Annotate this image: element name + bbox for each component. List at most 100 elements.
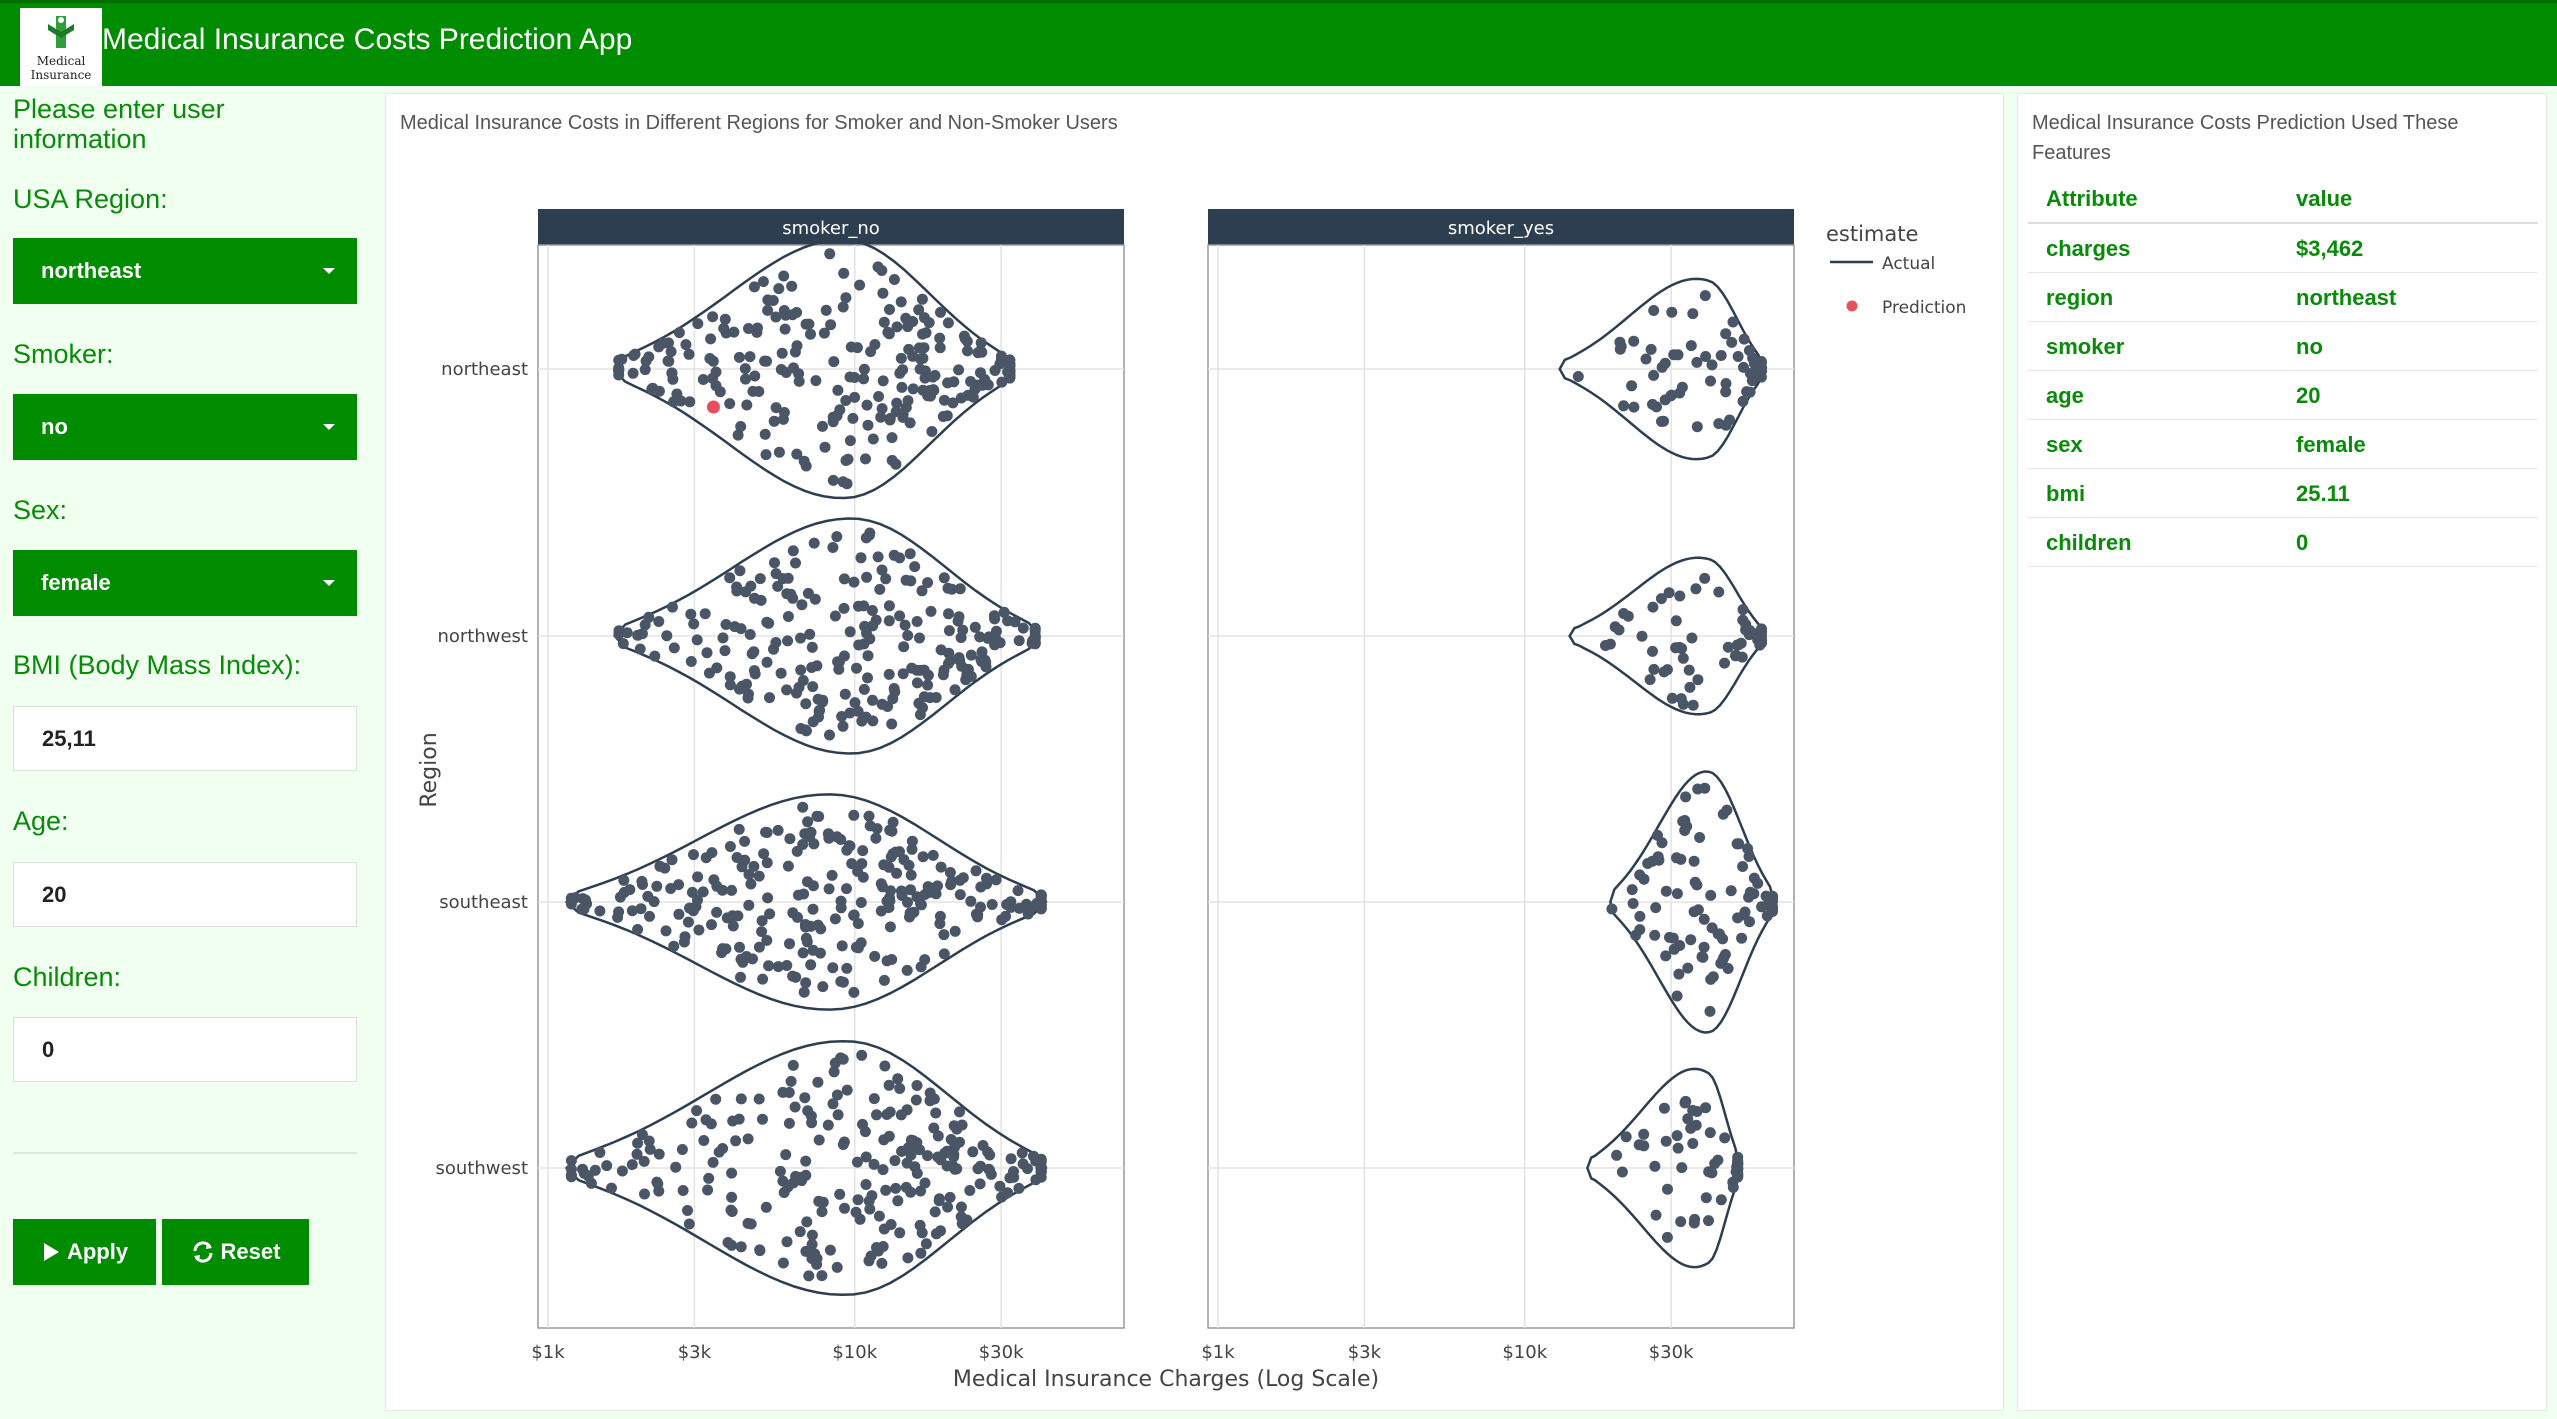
sex-select[interactable]: female	[13, 550, 357, 616]
data-point	[1673, 968, 1685, 980]
data-point	[829, 610, 841, 622]
data-point	[1703, 1166, 1715, 1178]
data-point	[883, 1130, 895, 1142]
smoker-select[interactable]: no	[13, 394, 357, 460]
data-point	[860, 532, 872, 544]
data-point	[838, 602, 850, 614]
data-point	[1704, 1127, 1716, 1139]
data-point	[778, 270, 790, 282]
data-point	[772, 824, 784, 836]
data-point	[1628, 335, 1640, 347]
data-point	[908, 906, 920, 918]
data-point	[1742, 843, 1754, 855]
data-point	[1656, 416, 1667, 427]
data-point	[844, 707, 856, 719]
data-point	[943, 608, 954, 620]
data-point	[1017, 1158, 1029, 1170]
data-point	[849, 697, 861, 709]
row-value: $3,462	[2296, 236, 2364, 261]
data-point	[796, 599, 808, 611]
data-point	[770, 311, 782, 323]
x-tick-label: $1k	[1201, 1342, 1235, 1363]
data-point	[905, 1149, 917, 1161]
data-point	[779, 323, 791, 335]
app-header: Medical Insurance Medical Insurance Cost…	[0, 0, 2557, 88]
data-point	[1660, 1135, 1672, 1147]
data-point	[585, 1177, 597, 1189]
children-input[interactable]: 0	[13, 1017, 357, 1082]
logo-text-medical: Medical	[36, 54, 86, 68]
data-point	[1650, 902, 1662, 914]
data-point	[1622, 610, 1634, 622]
data-point	[834, 1188, 846, 1200]
data-point	[818, 327, 830, 339]
data-point	[925, 605, 937, 617]
data-point	[772, 961, 784, 973]
data-point	[938, 929, 950, 941]
data-point	[705, 333, 717, 345]
header-value: value	[2296, 186, 2353, 211]
data-point	[631, 1148, 643, 1160]
data-point	[1691, 421, 1703, 433]
data-point	[1699, 572, 1711, 584]
data-point	[823, 832, 835, 844]
data-point	[711, 906, 723, 918]
data-point	[804, 628, 816, 640]
data-point	[827, 1098, 839, 1110]
data-point	[852, 1194, 864, 1206]
data-point	[854, 279, 866, 291]
legend-prediction-dot	[1846, 300, 1858, 312]
data-point	[838, 573, 850, 585]
age-input[interactable]: 20	[13, 862, 357, 927]
data-point	[1766, 900, 1778, 912]
data-point	[785, 588, 797, 600]
data-point	[858, 683, 870, 695]
apply-button[interactable]: Apply	[13, 1219, 156, 1285]
data-point	[745, 1218, 757, 1230]
data-point	[1649, 929, 1661, 941]
data-point	[1732, 351, 1744, 362]
data-point	[1692, 904, 1704, 916]
data-point	[930, 1107, 942, 1119]
data-point	[953, 364, 965, 376]
data-point	[719, 313, 731, 325]
data-point	[670, 1161, 682, 1173]
sex-select-value: female	[41, 570, 111, 595]
data-point	[1694, 832, 1706, 843]
data-point	[956, 660, 968, 672]
data-point	[858, 373, 870, 385]
region-select[interactable]: northeast	[13, 238, 357, 304]
data-point	[735, 421, 747, 432]
bmi-input[interactable]: 25,11	[13, 706, 357, 771]
data-point	[749, 668, 761, 680]
data-point	[795, 632, 806, 644]
data-point	[832, 384, 844, 396]
data-point	[772, 580, 784, 592]
data-point	[580, 894, 591, 906]
data-point	[879, 1060, 891, 1072]
data-point	[787, 907, 799, 919]
data-point	[770, 402, 782, 414]
data-point	[1017, 622, 1029, 634]
data-point	[917, 851, 929, 863]
data-point	[753, 870, 765, 882]
data-point	[691, 634, 703, 646]
reset-button[interactable]: Reset	[162, 1219, 309, 1285]
data-point	[653, 1148, 665, 1160]
data-point	[1690, 1119, 1702, 1131]
data-point	[922, 669, 934, 681]
data-point	[1686, 632, 1698, 644]
data-point	[1647, 601, 1659, 613]
table-row: age 20	[2028, 371, 2538, 420]
data-point	[757, 1113, 768, 1125]
data-point	[735, 1093, 747, 1105]
data-point	[1640, 353, 1652, 365]
data-point	[851, 662, 862, 674]
data-point	[871, 1109, 882, 1121]
data-point	[889, 1155, 901, 1167]
data-point	[743, 899, 755, 911]
data-point	[831, 531, 843, 543]
data-point	[918, 342, 930, 354]
data-point	[662, 355, 674, 367]
data-point	[922, 881, 934, 893]
